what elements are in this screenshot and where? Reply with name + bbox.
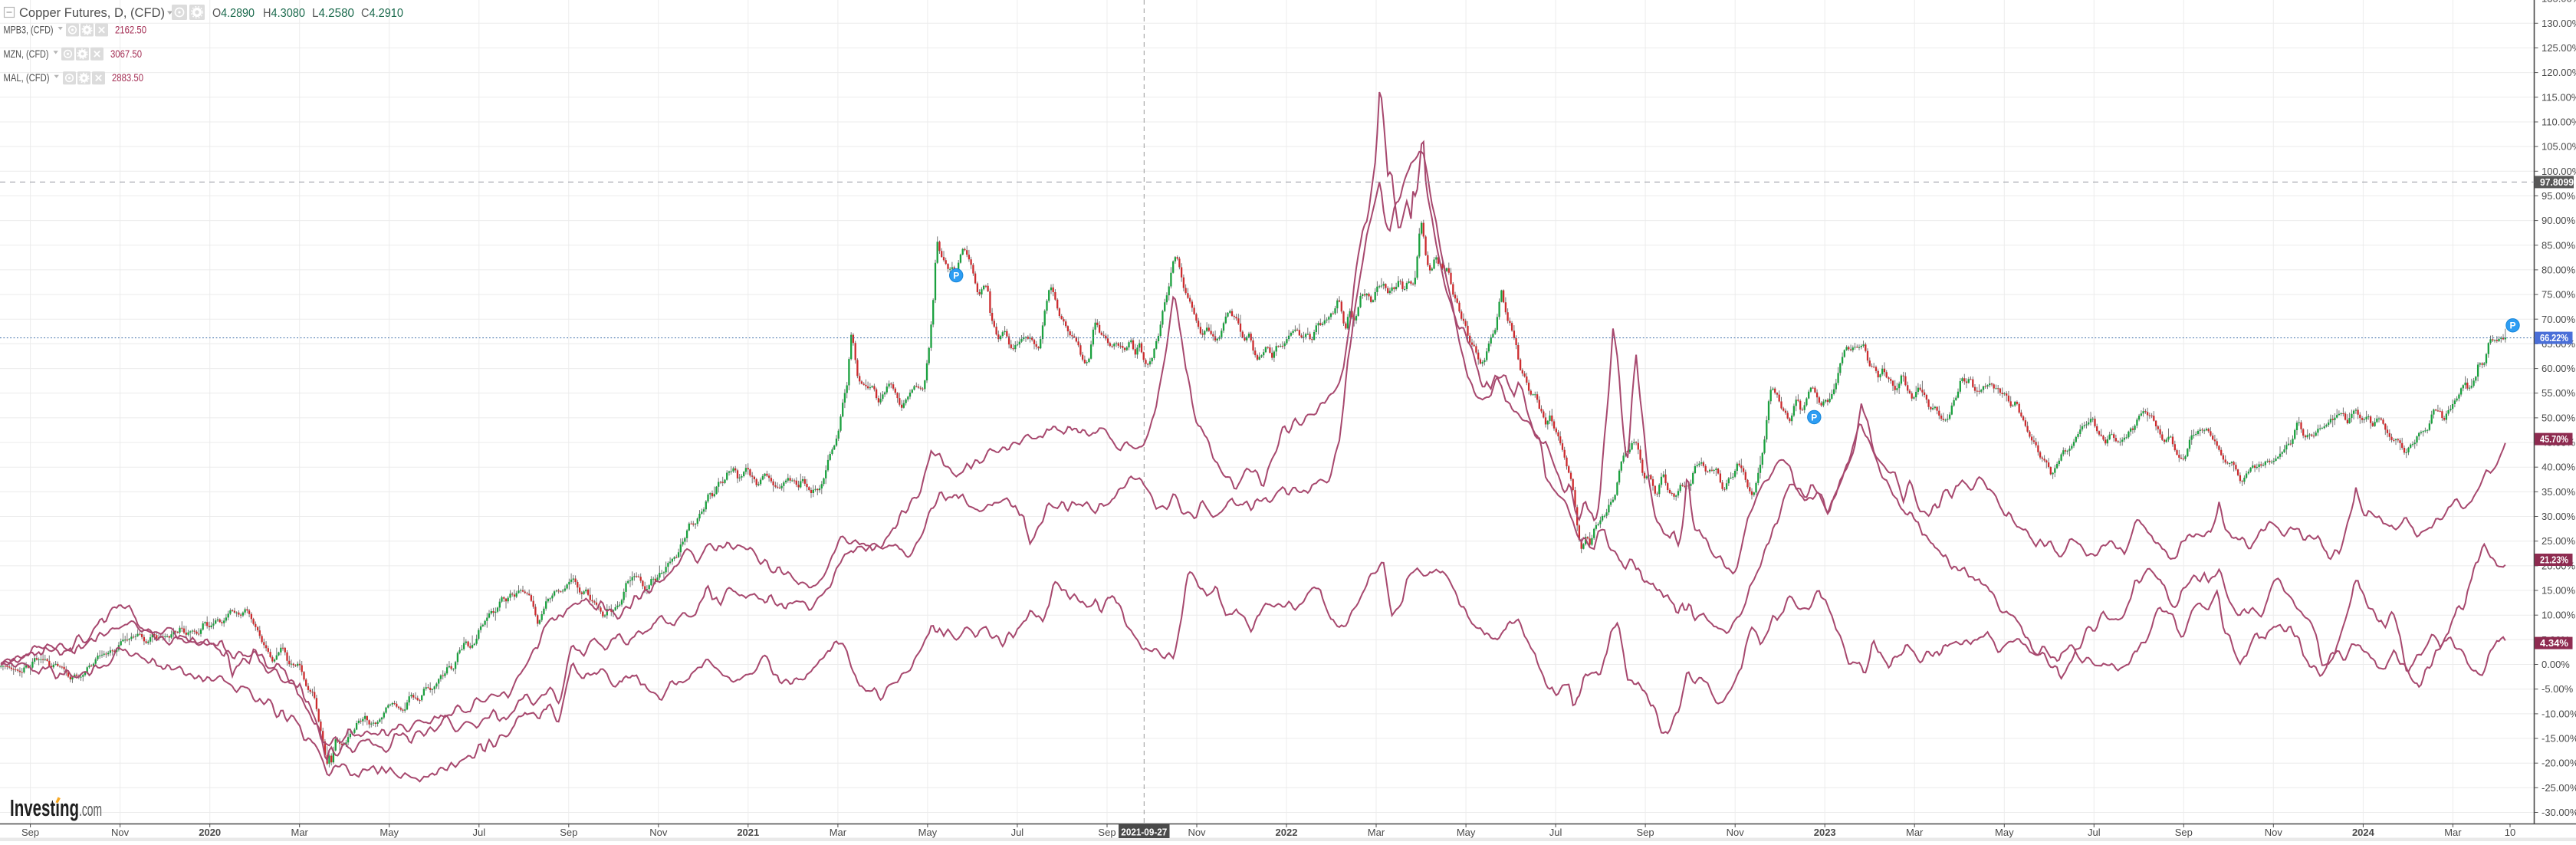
svg-text:2021-09-27: 2021-09-27	[1121, 827, 1167, 838]
svg-text:2020: 2020	[199, 827, 221, 838]
svg-text:55.00%: 55.00%	[2542, 387, 2576, 399]
svg-text:P: P	[1811, 412, 1817, 422]
svg-text:MAL, (CFD): MAL, (CFD)	[4, 71, 50, 84]
svg-text:.com: .com	[79, 800, 102, 820]
svg-text:135.00%: 135.00%	[2542, 0, 2576, 5]
svg-text:Mar: Mar	[830, 827, 847, 838]
svg-text:80.00%: 80.00%	[2542, 264, 2576, 275]
svg-text:Investing: Investing	[10, 794, 79, 821]
svg-text:Mar: Mar	[291, 827, 309, 838]
svg-text:40.00%: 40.00%	[2542, 462, 2576, 473]
svg-text:Nov: Nov	[1188, 827, 1206, 838]
svg-text:15.00%: 15.00%	[2542, 585, 2576, 597]
svg-text:Nov: Nov	[1727, 827, 1745, 838]
svg-text:2022: 2022	[1276, 827, 1298, 838]
svg-text:30.00%: 30.00%	[2542, 511, 2576, 522]
svg-text:Jul: Jul	[472, 827, 485, 838]
svg-text:2023: 2023	[1814, 827, 1836, 838]
svg-text:115.00%: 115.00%	[2542, 91, 2576, 103]
svg-text:Sep: Sep	[560, 827, 577, 838]
svg-text:H4.3080: H4.3080	[263, 7, 305, 20]
svg-text:100.00%: 100.00%	[2542, 166, 2576, 177]
svg-text:Nov: Nov	[2265, 827, 2283, 838]
svg-text:Copper Futures, D, (CFD): Copper Futures, D, (CFD)	[19, 5, 165, 20]
svg-text:90.00%: 90.00%	[2542, 215, 2576, 226]
svg-text:66.22%: 66.22%	[2540, 332, 2568, 344]
svg-text:-10.00%: -10.00%	[2542, 708, 2576, 719]
svg-text:10: 10	[2505, 827, 2515, 838]
svg-text:Nov: Nov	[111, 827, 130, 838]
svg-text:2024: 2024	[2352, 827, 2375, 838]
svg-text:70.00%: 70.00%	[2542, 314, 2576, 325]
svg-text:-25.00%: -25.00%	[2542, 782, 2576, 794]
svg-text:4.34%: 4.34%	[2540, 637, 2568, 649]
svg-text:2883.50: 2883.50	[112, 71, 143, 84]
svg-text:MZN, (CFD): MZN, (CFD)	[4, 48, 49, 60]
svg-text:Sep: Sep	[21, 827, 39, 838]
svg-text:10.00%: 10.00%	[2542, 610, 2576, 621]
svg-text:105.00%: 105.00%	[2542, 141, 2576, 153]
svg-text:May: May	[380, 827, 399, 838]
svg-text:Jul: Jul	[1549, 827, 1562, 838]
svg-text:Sep: Sep	[1098, 827, 1116, 838]
svg-text:25.00%: 25.00%	[2542, 535, 2576, 547]
svg-text:85.00%: 85.00%	[2542, 239, 2576, 251]
svg-text:Jul: Jul	[2088, 827, 2101, 838]
svg-text:May: May	[1457, 827, 1476, 838]
svg-text:2162.50: 2162.50	[115, 24, 146, 36]
svg-text:75.00%: 75.00%	[2542, 289, 2576, 301]
svg-text:45.70%: 45.70%	[2540, 433, 2568, 445]
svg-text:Mar: Mar	[1368, 827, 1385, 838]
svg-text:35.00%: 35.00%	[2542, 486, 2576, 498]
svg-text:C4.2910: C4.2910	[361, 7, 403, 20]
svg-text:May: May	[918, 827, 938, 838]
svg-text:Mar: Mar	[2444, 827, 2462, 838]
svg-text:110.00%: 110.00%	[2542, 117, 2576, 128]
svg-text:MPB3, (CFD): MPB3, (CFD)	[4, 24, 54, 36]
svg-text:-15.00%: -15.00%	[2542, 733, 2576, 745]
svg-text:120.00%: 120.00%	[2542, 67, 2576, 78]
svg-text:21.23%: 21.23%	[2540, 554, 2568, 566]
svg-text:Jul: Jul	[1011, 827, 1024, 838]
svg-text:May: May	[1995, 827, 2014, 838]
svg-text:3067.50: 3067.50	[110, 48, 142, 60]
svg-text:60.00%: 60.00%	[2542, 363, 2576, 374]
svg-text:125.00%: 125.00%	[2542, 42, 2576, 54]
svg-text:L4.2580: L4.2580	[312, 7, 354, 20]
svg-text:130.00%: 130.00%	[2542, 18, 2576, 29]
svg-text:50.00%: 50.00%	[2542, 412, 2576, 423]
svg-text:P: P	[2509, 321, 2515, 331]
svg-text:P: P	[953, 270, 959, 281]
svg-text:2021: 2021	[737, 827, 759, 838]
svg-text:0.00%: 0.00%	[2542, 659, 2570, 670]
svg-text:97.8099: 97.8099	[2540, 176, 2574, 188]
svg-text:Mar: Mar	[1906, 827, 1924, 838]
svg-text:-20.00%: -20.00%	[2542, 758, 2576, 769]
svg-text:95.00%: 95.00%	[2542, 190, 2576, 202]
svg-text:Nov: Nov	[649, 827, 668, 838]
svg-text:O4.2890: O4.2890	[212, 7, 255, 20]
svg-text:Sep: Sep	[1637, 827, 1654, 838]
svg-text:-30.00%: -30.00%	[2542, 807, 2576, 818]
svg-text:-5.00%: -5.00%	[2542, 683, 2574, 695]
svg-text:Sep: Sep	[2175, 827, 2193, 838]
